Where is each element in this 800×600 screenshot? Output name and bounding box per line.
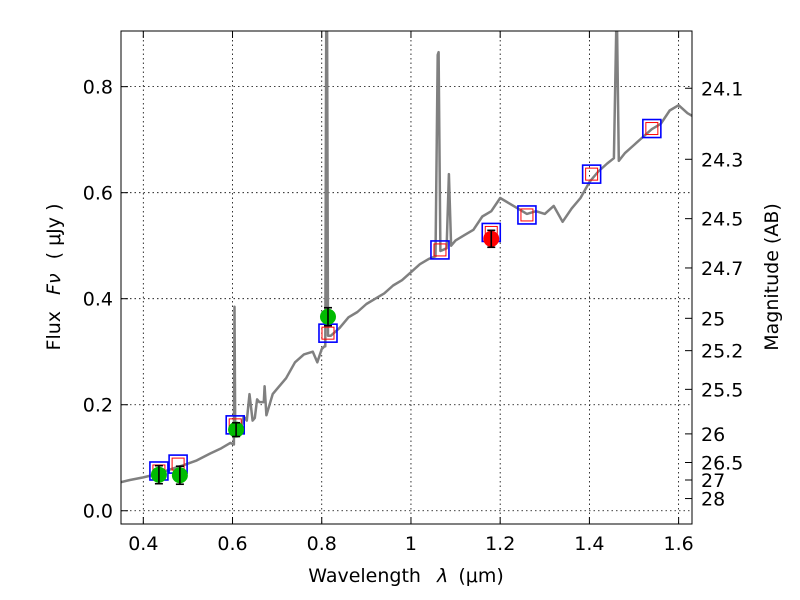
- model-flux-marker: [642, 118, 662, 139]
- y-axis-title-symbol: Fν: [43, 273, 65, 295]
- x-tick-label: 1: [405, 533, 417, 555]
- model-flux-inner-marker: [321, 326, 335, 340]
- model-flux-inner-marker: [520, 208, 534, 222]
- y2-tick-label: 25.2: [701, 341, 743, 363]
- y-axis-title-main: Flux: [43, 311, 65, 351]
- x-tick-label: 1.2: [485, 533, 515, 555]
- model-flux-marker: [581, 164, 602, 184]
- markers-layer: [149, 118, 662, 486]
- x-axis-title-main: Wavelength: [308, 565, 421, 587]
- x-tick-label: 1.6: [664, 533, 694, 555]
- plot-frame: [120, 30, 693, 525]
- x-axis-title: Wavelength λ (μm): [308, 565, 503, 587]
- model-flux-inner-marker: [645, 122, 659, 136]
- model-flux-marker: [430, 240, 450, 260]
- x-axis-title-symbol: λ: [436, 565, 448, 587]
- y2-tick-label: 27: [701, 470, 725, 492]
- y2-tick-label: 25.5: [701, 379, 743, 401]
- y2-tick-label: 25: [701, 308, 725, 330]
- x-tick-label: 0.6: [217, 533, 247, 555]
- y2-tick-label: 24.1: [701, 78, 743, 100]
- x-tick-label: 1.4: [574, 533, 604, 555]
- y-tick-label: 0.6: [83, 183, 113, 205]
- x-tick-label: 0.4: [128, 533, 158, 555]
- x-tick-label: 0.8: [307, 533, 337, 555]
- y2-tick-label: 24.7: [701, 258, 743, 280]
- y2-tick-label: 26: [701, 424, 725, 446]
- axis-layer: 0.4 0.6 0.8 1 1.2 1.4 1.6 0.0 0.2 0.4 0.6 0.8 24.1 24…: [83, 31, 743, 555]
- x-axis-title-unit: (μm): [458, 565, 503, 587]
- y2-tick-label: 26.5: [701, 453, 743, 475]
- model-flux-inner-marker: [433, 243, 447, 257]
- y-axis-title: Flux Fν ( μJy ): [43, 204, 65, 351]
- sed-line: [121, 31, 692, 484]
- model-flux-inner-marker: [585, 167, 599, 181]
- y-tick-label: 0.8: [83, 77, 113, 99]
- y-tick-label: 0.0: [83, 501, 113, 523]
- y2-tick-label: 28: [701, 489, 725, 511]
- model-flux-marker: [517, 205, 537, 225]
- y2-tick-label: 24.5: [701, 209, 743, 231]
- y-axis-title-unit: ( μJy ): [43, 204, 65, 260]
- y2-tick-label: 24.3: [701, 149, 743, 171]
- y2-axis-title: Magnitude (AB): [761, 203, 783, 351]
- series-layer: [121, 31, 692, 484]
- grid: [121, 31, 692, 524]
- y-tick-label: 0.2: [83, 395, 113, 417]
- y-tick-label: 0.4: [83, 289, 113, 311]
